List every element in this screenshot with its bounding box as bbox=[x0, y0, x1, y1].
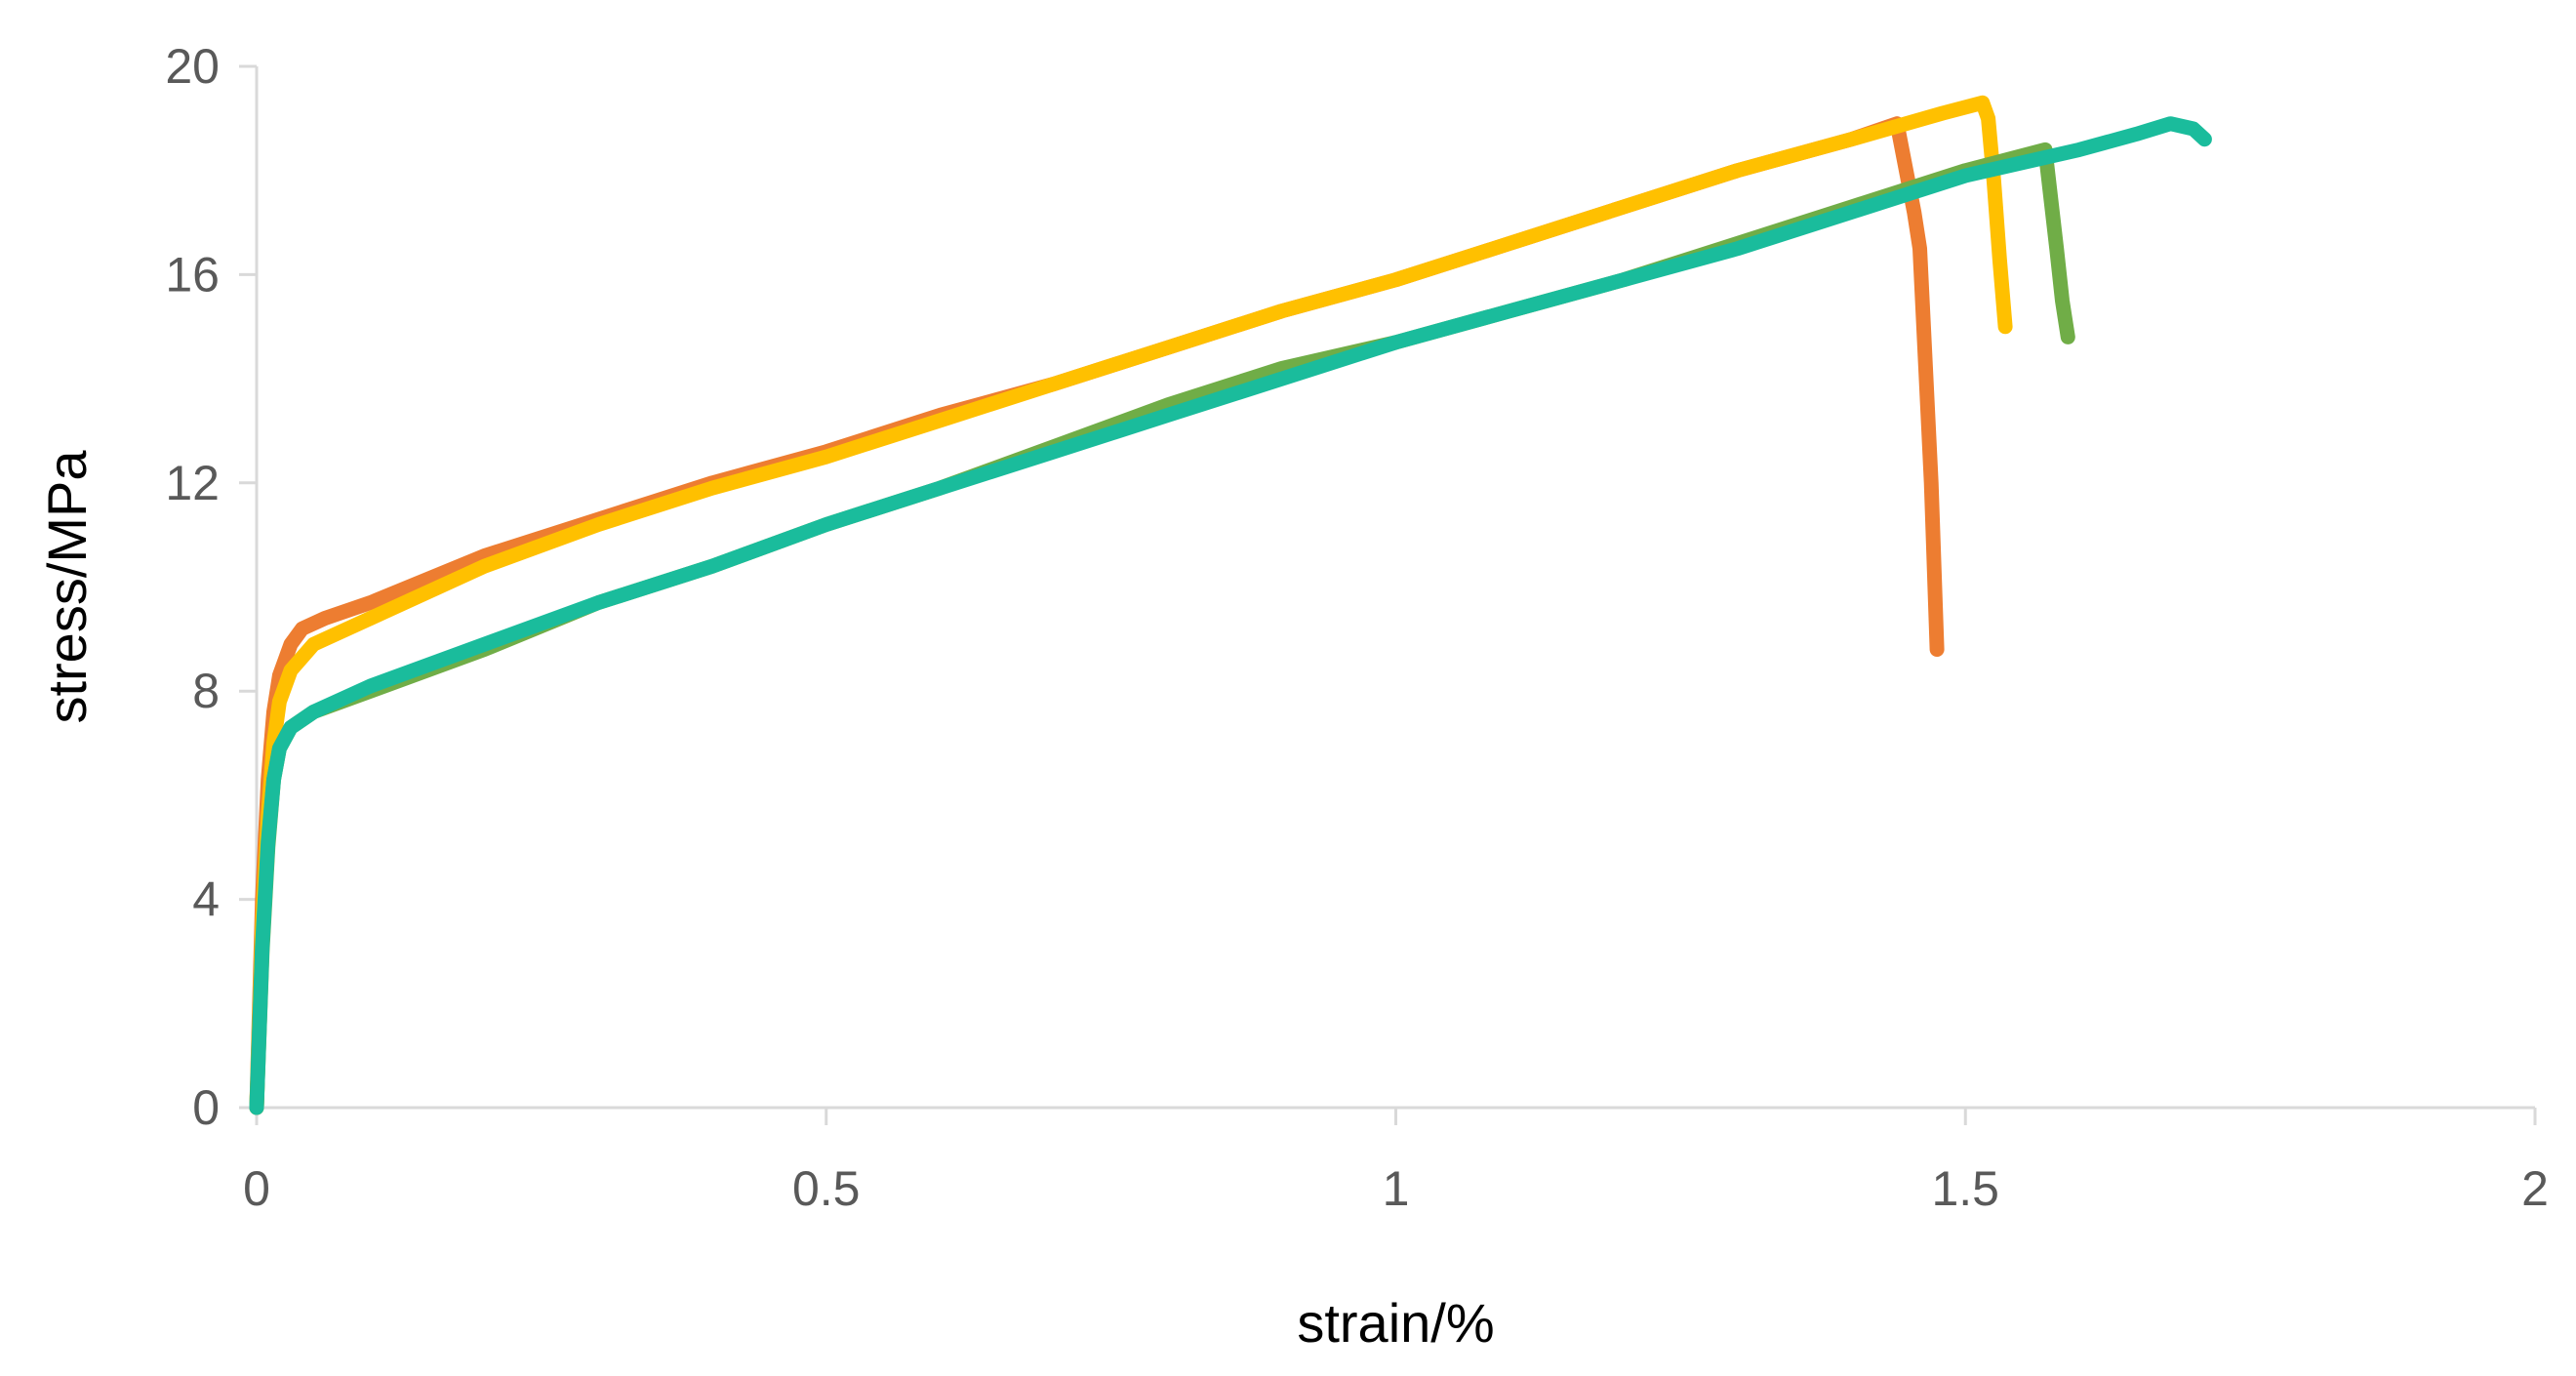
series-line-2 bbox=[249, 95, 2013, 1115]
y-tick-label: 0 bbox=[192, 1080, 220, 1135]
x-tick-label: 1.5 bbox=[1931, 1161, 1999, 1216]
y-tick-label: 16 bbox=[165, 247, 220, 302]
y-axis-title: stress/MPa bbox=[36, 450, 98, 724]
x-tick-label: 0 bbox=[243, 1161, 270, 1216]
x-tick-label: 0.5 bbox=[792, 1161, 861, 1216]
y-tick-label: 8 bbox=[192, 664, 220, 718]
y-tick-label: 12 bbox=[165, 456, 220, 510]
y-tick-label: 4 bbox=[192, 872, 220, 927]
x-axis-title: strain/% bbox=[1297, 1292, 1494, 1354]
series-line-4 bbox=[249, 116, 2212, 1115]
tick-marks bbox=[239, 64, 2537, 1125]
x-tick-label: 1 bbox=[1383, 1161, 1410, 1216]
x-tick-label: 2 bbox=[2521, 1161, 2549, 1216]
series-line-1 bbox=[249, 116, 1945, 1115]
series-lines bbox=[249, 95, 2212, 1115]
axes bbox=[255, 66, 2535, 1110]
y-tick-label: 20 bbox=[165, 39, 220, 94]
tick-labels: 0 4 8 12 16 20 0 0.5 1 1.5 2 bbox=[165, 39, 2549, 1216]
